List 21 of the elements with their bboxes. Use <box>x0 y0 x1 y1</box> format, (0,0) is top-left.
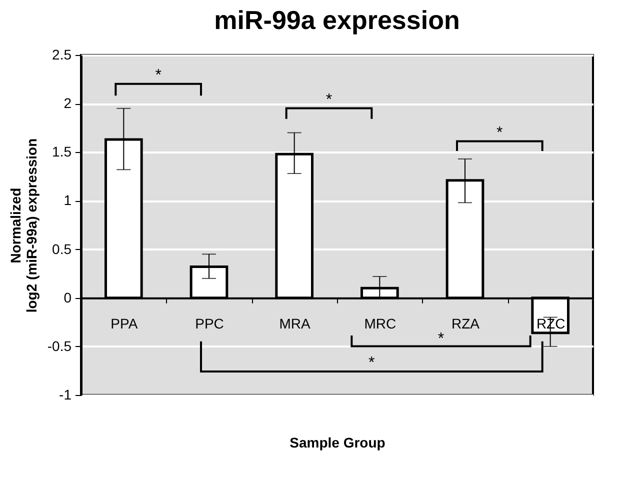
y-tick-label: 0.5 <box>52 240 72 257</box>
annotation: * <box>368 354 375 372</box>
x-tick-label: RZA <box>452 315 480 332</box>
annotation: * <box>326 91 332 108</box>
y-tick-label: 2.5 <box>52 46 72 62</box>
y-tick-label: -0.5 <box>47 338 72 354</box>
annotation: * <box>155 67 162 84</box>
y-tick-label: 1.5 <box>52 144 72 160</box>
x-tick-label: PPA <box>110 315 138 332</box>
chart-title: miR-99a expression <box>214 5 460 35</box>
y-axis-title: Normalized log2 (miR-99a) expression <box>7 138 40 313</box>
x-tick-label: PPC <box>195 315 224 332</box>
y-tick-label: 2 <box>64 95 72 112</box>
y-tick-label: -1 <box>59 386 72 402</box>
y-tick-label: 0 <box>64 289 72 306</box>
x-axis-title: Sample Group <box>290 434 386 450</box>
x-tick-label: MRA <box>279 315 312 332</box>
annotation: * <box>496 124 503 142</box>
y-tick-label: 1 <box>64 192 72 208</box>
annotation: * <box>438 330 444 348</box>
x-tick-label: MRC <box>364 315 396 332</box>
